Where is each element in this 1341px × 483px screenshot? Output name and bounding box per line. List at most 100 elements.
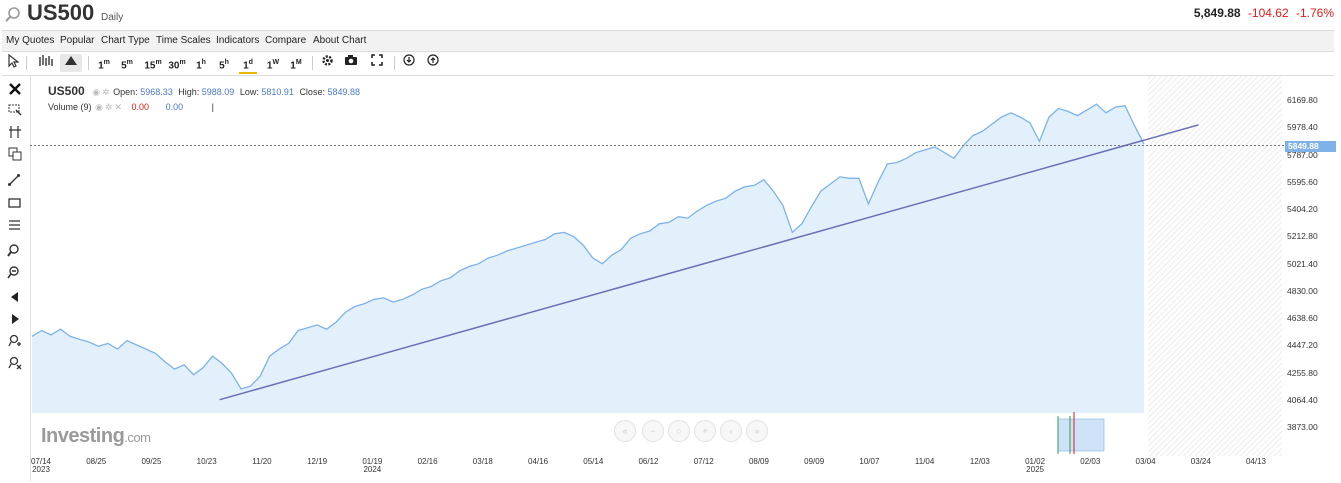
y-tick-label: 6169.80 [1287,95,1318,105]
toolbar-separator [394,56,395,70]
x-tick-label: 03/24 [1190,457,1211,466]
x-tick-label: 10/07 [859,457,880,466]
scroll-left-icon[interactable] [7,289,23,305]
zoom-out-icon[interactable]: − [642,420,664,442]
menu-my-quotes[interactable]: My Quotes [6,35,55,46]
open-value: 5968.33 [140,87,173,97]
y-tick-label: 4638.60 [1287,313,1318,323]
scroll-end-icon[interactable]: » [746,420,768,442]
investing-logo: Investing.com [41,425,151,448]
menu-bar: My Quotes Popular Chart Type Time Scales… [2,30,1334,52]
x-tick-label: 09/25 [141,457,162,466]
close-icon[interactable]: ✕ [114,102,122,112]
eye-icon[interactable]: ◉ [95,102,103,112]
gear-icon[interactable] [318,54,336,72]
scroll-start-icon[interactable]: « [614,420,636,442]
last-price: 5,849.88 [1193,6,1241,20]
close-value: 5849.88 [327,87,361,97]
top-bar: US500 Daily 5,849.88 -104.62 -1.76% [0,0,1341,30]
camera-icon[interactable] [342,54,360,72]
x-tick-label: 07/14 2023 [30,457,52,474]
gear-icon[interactable]: ✲ [102,87,110,97]
zoom-reset-icon[interactable]: ○ [668,420,690,442]
y-tick-label: 5021.40 [1287,258,1318,269]
timeframe-1w[interactable]: 1W [266,59,280,72]
cursor-tool-icon[interactable] [6,53,20,72]
volume-label: Volume (9) [48,102,92,112]
x-tick-label: 06/12 [638,457,659,466]
menu-popular[interactable]: Popular [60,35,95,46]
x-tick-label: 01/19 2024 [362,457,383,474]
horizontal-lines-icon[interactable] [7,217,23,233]
timeframe-5h[interactable]: 5h [219,59,229,72]
x-tick-label: 05/14 [583,457,604,466]
y-tick-label: 5978.40 [1287,122,1318,133]
zoom-in-icon[interactable] [7,243,23,259]
chart-area[interactable] [30,76,1334,481]
select-area-icon[interactable] [7,102,23,118]
high-value: 5988.09 [201,87,235,97]
upload-cloud-icon[interactable] [424,54,442,72]
timeframe-1h[interactable]: 1h [196,59,206,72]
zoom-in-icon[interactable]: + [694,420,716,442]
fullscreen-icon[interactable] [368,54,386,72]
low-label: Low: [239,87,259,97]
crosshair-icon[interactable] [7,124,23,140]
gear-icon[interactable]: ✲ [104,102,113,112]
timeframe-1mo[interactable]: 1M [290,59,302,72]
price-area-fill [32,104,1144,413]
scroll-back-icon[interactable]: ‹ [720,420,742,442]
menu-time-scales[interactable]: Time Scales [156,35,211,46]
x-tick-label: 10/23 [196,457,217,466]
price-chart[interactable] [30,76,1334,481]
x-tick-label: 11/20 [252,457,272,466]
timeframe-30m[interactable]: 30m [168,59,186,72]
price-line [31,103,1145,390]
quote-box: 5,849.88 -104.62 -1.76% [1194,6,1334,20]
x-tick-label: 12/19 [307,457,328,466]
candlestick-chart-icon[interactable] [36,54,56,72]
last-price-label: 5849.88 [1285,141,1336,152]
x-tick-label: 02/03 [1080,457,1101,466]
download-cloud-icon[interactable] [400,54,418,72]
zoom-out-icon[interactable] [7,265,23,281]
timeframe-1m[interactable]: 1m [98,59,110,72]
x-tick-label: 12/03 [969,457,990,466]
timeframe-5m[interactable]: 5m [121,59,133,72]
eye-icon[interactable]: ◉ [92,87,101,97]
chart-toolbar: 1m 5m 15m 30m 1h 5h 1d 1W 1M [2,51,1334,76]
rectangle-tool-icon[interactable] [7,195,23,211]
y-tick-label: 5787.00 [1287,149,1318,160]
y-tick-label: 4255.80 [1287,367,1318,378]
copy-icon[interactable] [7,146,23,162]
trendline-tool-icon[interactable] [7,172,23,188]
timeframe-15m[interactable]: 15m [144,59,162,72]
y-tick-label: 4447.20 [1287,340,1318,351]
scroll-right-icon[interactable] [7,311,23,327]
menu-about-chart[interactable]: About Chart [313,35,367,46]
x-tick-label: 04/13 [1245,457,1267,466]
close-label: Close: [299,87,325,97]
x-tick-label: 04/16 [528,457,549,466]
period-label: Daily [101,12,124,23]
y-tick-label: 5404.20 [1287,204,1318,214]
time-axis[interactable]: 07/14 2023 08/25 09/25 10/23 11/20 12/19 01/19 2… [30,456,1284,481]
menu-compare[interactable]: Compare [265,35,307,46]
search-icon[interactable] [4,6,22,24]
y-tick-label: 5595.60 [1287,176,1318,187]
ohlc-legend: US500 ◉ ✲ Open: 5968.33 High: 5988.09 Low… [48,84,363,98]
x-tick-label: 11/04 [914,457,935,466]
price-axis[interactable]: 6169.80 5978.40 5787.00 5595.60 5404.20 5212.… [1284,76,1334,456]
lock-drawing-icon[interactable] [7,355,23,371]
legend-symbol: US500 [48,84,85,98]
menu-indicators[interactable]: Indicators [216,35,260,46]
magnet-icon[interactable] [7,333,23,349]
area-chart-icon[interactable] [60,54,82,72]
x-tick-label: 01/02 2025 [1025,457,1046,474]
menu-chart-type[interactable]: Chart Type [101,35,150,46]
close-icon[interactable] [7,81,23,97]
future-region [1148,76,1282,456]
x-tick-label: 03/18 [472,457,493,466]
volume-legend: Volume (9) ◉ ✲ ✕ 0.00 0.00 | [48,102,214,113]
timeframe-1d[interactable]: 1d [239,54,257,74]
